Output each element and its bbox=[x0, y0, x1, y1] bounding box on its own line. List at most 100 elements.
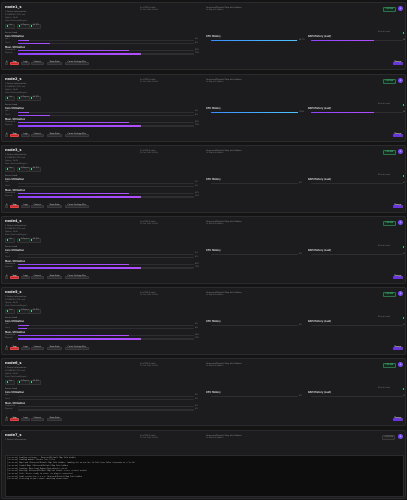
cpu-row-bar-fill bbox=[18, 324, 29, 326]
avatar[interactable]: S bbox=[398, 149, 403, 154]
gear-icon: ⚙ bbox=[5, 275, 8, 278]
settings-icon-button[interactable]: ⚙ bbox=[5, 61, 9, 65]
mem-section-title: Mem. Utilization bbox=[5, 188, 26, 192]
mem-section-title: Mem. Utilization bbox=[5, 259, 26, 263]
logs-button[interactable]: Logs bbox=[21, 204, 31, 208]
mem-row-label: Physical bbox=[5, 266, 13, 268]
refresh-load-link[interactable]: Refresh Load bbox=[378, 316, 390, 318]
stat-pill-label: 60 TPS bbox=[32, 167, 39, 170]
stop-button[interactable]: Stop bbox=[10, 346, 20, 350]
cpu-row-value: 0% bbox=[195, 181, 198, 184]
cpu-history-title: CPU History bbox=[206, 107, 221, 110]
refresh-load-link[interactable]: Refresh Load bbox=[378, 31, 390, 33]
mem-row-value: 63% bbox=[195, 191, 199, 194]
connect-button[interactable]: Connect bbox=[31, 417, 44, 421]
stat-pill-label: 0 Players bbox=[20, 238, 29, 241]
stat-pill: 60 TPS bbox=[29, 95, 41, 101]
show-stats-button[interactable]: Show Stats bbox=[47, 346, 63, 350]
game-mode-sub: 1x Map Info Hidden bbox=[206, 81, 224, 83]
mem-section-title: Mem. Utilization bbox=[5, 401, 26, 405]
mem-history-bar bbox=[311, 396, 403, 398]
cpu-row-value: 0% bbox=[195, 397, 198, 400]
connect-button[interactable]: Connect bbox=[31, 275, 44, 279]
avatar[interactable]: S bbox=[398, 434, 403, 439]
status-square-icon bbox=[7, 168, 9, 170]
logs-button[interactable]: Logs bbox=[21, 417, 31, 421]
avatar[interactable]: S bbox=[398, 6, 403, 11]
cpu-row-value: 0% bbox=[195, 394, 198, 397]
start-info-line: Start: Data Load(Engine) bbox=[5, 304, 28, 307]
stat-pill: Live bbox=[5, 308, 15, 314]
manage-button[interactable]: Manage bbox=[393, 275, 403, 279]
server-address: 1x.0715.1xx2x bbox=[140, 291, 156, 294]
create-settings-files-button[interactable]: Create Settings Files bbox=[65, 275, 89, 279]
server-subtitle: 1 Status Information bbox=[5, 224, 27, 227]
cpu-section-title: Core Utilization bbox=[5, 320, 25, 323]
mem-row-value: 70% bbox=[195, 266, 199, 268]
manage-button[interactable]: Manage bbox=[393, 346, 403, 350]
show-stats-button[interactable]: Show Stats bbox=[47, 133, 63, 137]
mem-row-bar-fill bbox=[18, 267, 142, 269]
cpu-row-bar bbox=[18, 257, 194, 259]
refresh-status-dot bbox=[403, 104, 405, 106]
settings-icon-button[interactable]: ⚙ bbox=[5, 417, 9, 421]
server-address: 1x.0715.1xx2x bbox=[140, 362, 156, 365]
manage-button[interactable]: Manage bbox=[393, 417, 403, 421]
create-settings-files-button[interactable]: Create Settings Files bbox=[65, 133, 89, 137]
show-stats-button[interactable]: Show Stats bbox=[47, 204, 63, 208]
mem-row-bar-fill bbox=[18, 125, 142, 127]
manage-button[interactable]: Manage bbox=[393, 61, 403, 65]
settings-icon-button[interactable]: ⚙ bbox=[5, 133, 9, 137]
settings-icon-button[interactable]: ⚙ bbox=[5, 346, 9, 350]
cpu-history-fill bbox=[211, 112, 298, 114]
stop-button[interactable]: Stop bbox=[10, 275, 20, 279]
connect-button[interactable]: Connect bbox=[31, 133, 44, 137]
stat-pill-label: 60 TPS bbox=[32, 309, 39, 312]
logs-button[interactable]: Logs bbox=[21, 133, 31, 137]
status-square-icon bbox=[31, 97, 33, 99]
server-card: node4_s 1 Status Information 1x.0715.1xx2x… bbox=[1, 216, 406, 284]
settings-icon-button[interactable]: ⚙ bbox=[5, 275, 9, 279]
avatar[interactable]: S bbox=[398, 362, 403, 367]
stop-button[interactable]: Stop bbox=[10, 133, 20, 137]
mem-row-value: 70% bbox=[195, 124, 199, 126]
refresh-load-link[interactable]: Refresh Load bbox=[378, 174, 390, 176]
logs-button[interactable]: Logs bbox=[21, 346, 31, 350]
status-badge: ONLINE bbox=[383, 7, 396, 12]
status-badge: ONLINE bbox=[383, 150, 396, 155]
show-stats-button[interactable]: Show Stats bbox=[47, 417, 63, 421]
uptime-line: Uptime: 2d 4h bbox=[5, 230, 18, 233]
mem-row-value: 63% bbox=[195, 48, 199, 51]
create-settings-files-button[interactable]: Create Settings Files bbox=[65, 61, 89, 65]
create-settings-files-button[interactable]: Create Settings Files bbox=[65, 204, 89, 208]
logs-button[interactable]: Logs bbox=[21, 275, 31, 279]
show-stats-button[interactable]: Show Stats bbox=[47, 61, 63, 65]
cpu-section-title: Core Utilization bbox=[5, 249, 25, 252]
server-name: node2_s bbox=[5, 77, 22, 81]
mem-history-fill bbox=[311, 40, 374, 42]
manage-button[interactable]: Manage bbox=[393, 204, 403, 208]
logs-button[interactable]: Logs bbox=[21, 61, 31, 65]
refresh-load-link[interactable]: Refresh Load bbox=[378, 387, 390, 389]
connect-button[interactable]: Connect bbox=[31, 204, 44, 208]
avatar[interactable]: S bbox=[398, 78, 403, 83]
refresh-load-link[interactable]: Refresh Load bbox=[378, 103, 390, 105]
mem-history-title: RAM History (Last) bbox=[308, 391, 332, 394]
cpu-row-bar bbox=[18, 399, 194, 401]
avatar[interactable]: S bbox=[398, 220, 403, 225]
avatar[interactable]: S bbox=[398, 291, 403, 296]
stop-button[interactable]: Stop bbox=[10, 417, 20, 421]
settings-icon-button[interactable]: ⚙ bbox=[5, 204, 9, 208]
connect-button[interactable]: Connect bbox=[31, 346, 44, 350]
stop-button[interactable]: Stop bbox=[10, 61, 20, 65]
refresh-load-link[interactable]: Refresh Load bbox=[378, 245, 390, 247]
mem-row-bar bbox=[18, 122, 194, 124]
show-stats-button[interactable]: Show Stats bbox=[47, 275, 63, 279]
create-settings-files-button[interactable]: Create Settings Files bbox=[65, 346, 89, 350]
server-load-label: Server Load bbox=[5, 104, 17, 106]
manage-button[interactable]: Manage bbox=[393, 133, 403, 137]
stop-button[interactable]: Stop bbox=[10, 204, 20, 208]
mem-history-title: RAM History (Last) bbox=[308, 178, 332, 181]
connect-button[interactable]: Connect bbox=[31, 61, 44, 65]
game-mode: Unturned/Default Map Info Hidden bbox=[206, 434, 242, 437]
